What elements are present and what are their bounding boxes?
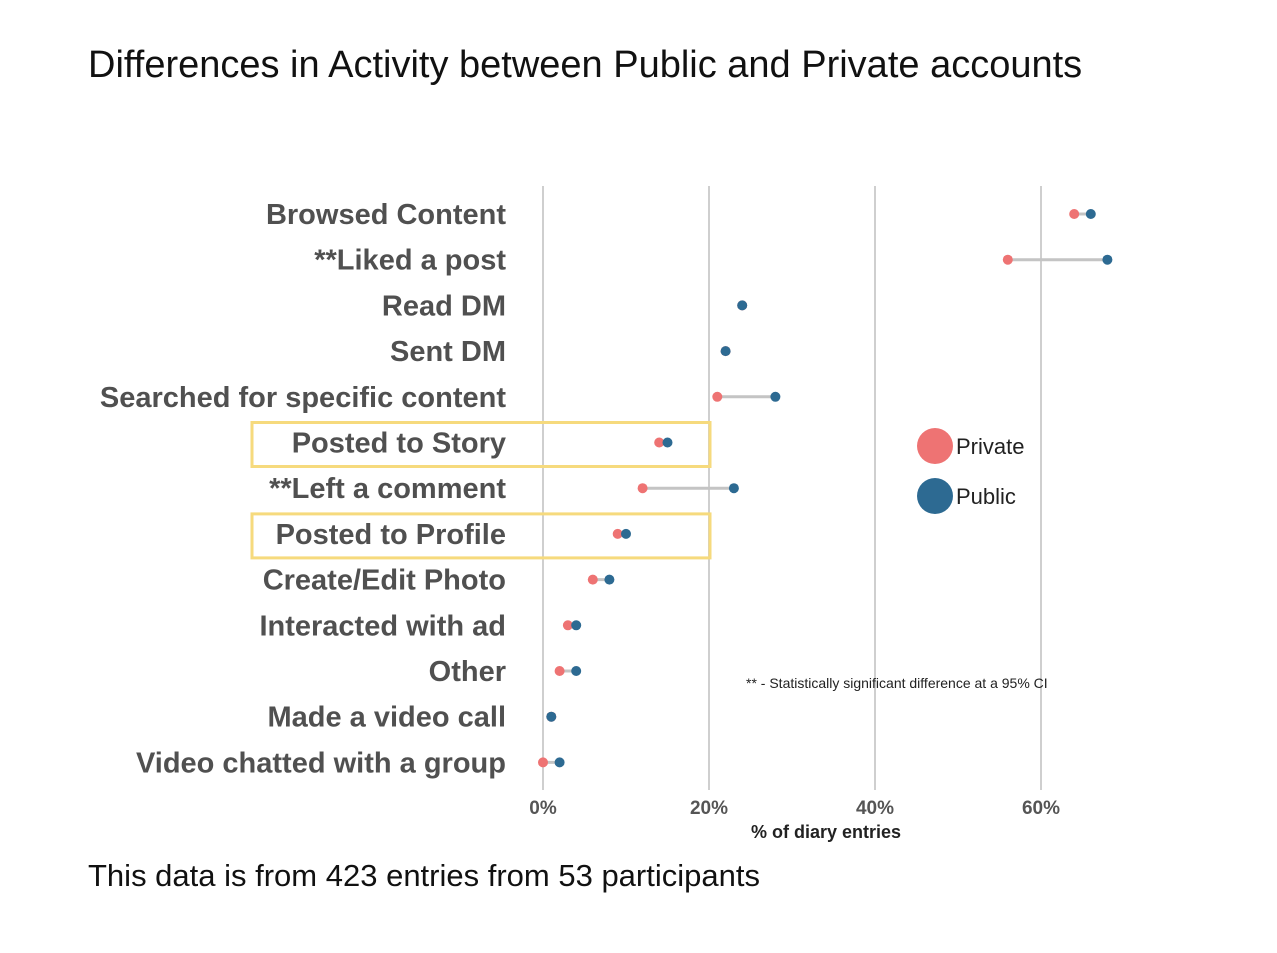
highlight-box	[250, 512, 712, 560]
private-point	[712, 391, 723, 402]
legend-label: Private	[956, 434, 1024, 459]
x-tick-label: 60%	[1022, 798, 1060, 819]
chart-title: Differences in Activity between Public a…	[88, 44, 1083, 86]
private-point	[587, 574, 598, 585]
category-label: **Left a comment	[269, 473, 506, 505]
legend-swatch	[917, 478, 953, 514]
legend: Private Public	[917, 428, 1024, 514]
legend-label: Public	[956, 484, 1016, 509]
category-label: Interacted with ad	[259, 610, 506, 642]
public-point	[770, 391, 781, 402]
category-label: Create/Edit Photo	[263, 565, 506, 597]
footer-note: This data is from 423 entries from 53 pa…	[88, 858, 760, 893]
x-tick-label: 20%	[690, 798, 728, 819]
public-point	[1085, 209, 1096, 219]
private-point	[1002, 254, 1013, 265]
private-point	[654, 437, 665, 448]
public-point	[1102, 254, 1113, 265]
x-axis-ticks: 0% 20% 40% 60%	[529, 798, 1060, 819]
highlight-boxes	[250, 421, 712, 560]
public-point	[621, 528, 631, 539]
public-point	[604, 574, 615, 585]
public-point	[546, 711, 557, 722]
category-label: Read DM	[382, 290, 506, 322]
x-axis-title: % of diary entries	[751, 822, 901, 842]
category-label: Video chatted with a group	[136, 747, 506, 779]
category-label: Posted to Story	[292, 428, 506, 460]
public-point	[571, 666, 582, 676]
legend-swatch	[917, 428, 953, 464]
x-tick-label: 40%	[856, 798, 894, 819]
private-point	[612, 528, 623, 539]
public-point	[662, 437, 673, 448]
category-label: Posted to Profile	[276, 519, 506, 551]
x-tick-label: 0%	[529, 798, 557, 819]
highlight-box	[250, 421, 712, 468]
data-marks	[538, 209, 1113, 768]
category-label: Other	[429, 656, 506, 688]
public-point	[728, 483, 739, 494]
private-point	[554, 666, 565, 676]
private-point	[637, 483, 648, 494]
category-label: **Liked a post	[314, 245, 506, 277]
private-point	[538, 757, 548, 768]
category-label: Browsed Content	[266, 199, 506, 231]
category-label: Searched for specific content	[100, 382, 506, 414]
significance-note: ** - Statistically significant differenc…	[746, 675, 1048, 691]
category-label: Sent DM	[390, 336, 506, 368]
public-point	[571, 620, 582, 631]
category-label: Made a video call	[267, 702, 506, 734]
category-labels: Browsed Content **Liked a post Read DM Sent…	[100, 199, 506, 779]
public-point	[554, 757, 565, 768]
public-point	[720, 346, 731, 357]
private-point	[1069, 209, 1080, 219]
private-point	[562, 620, 573, 631]
public-point	[737, 300, 748, 311]
